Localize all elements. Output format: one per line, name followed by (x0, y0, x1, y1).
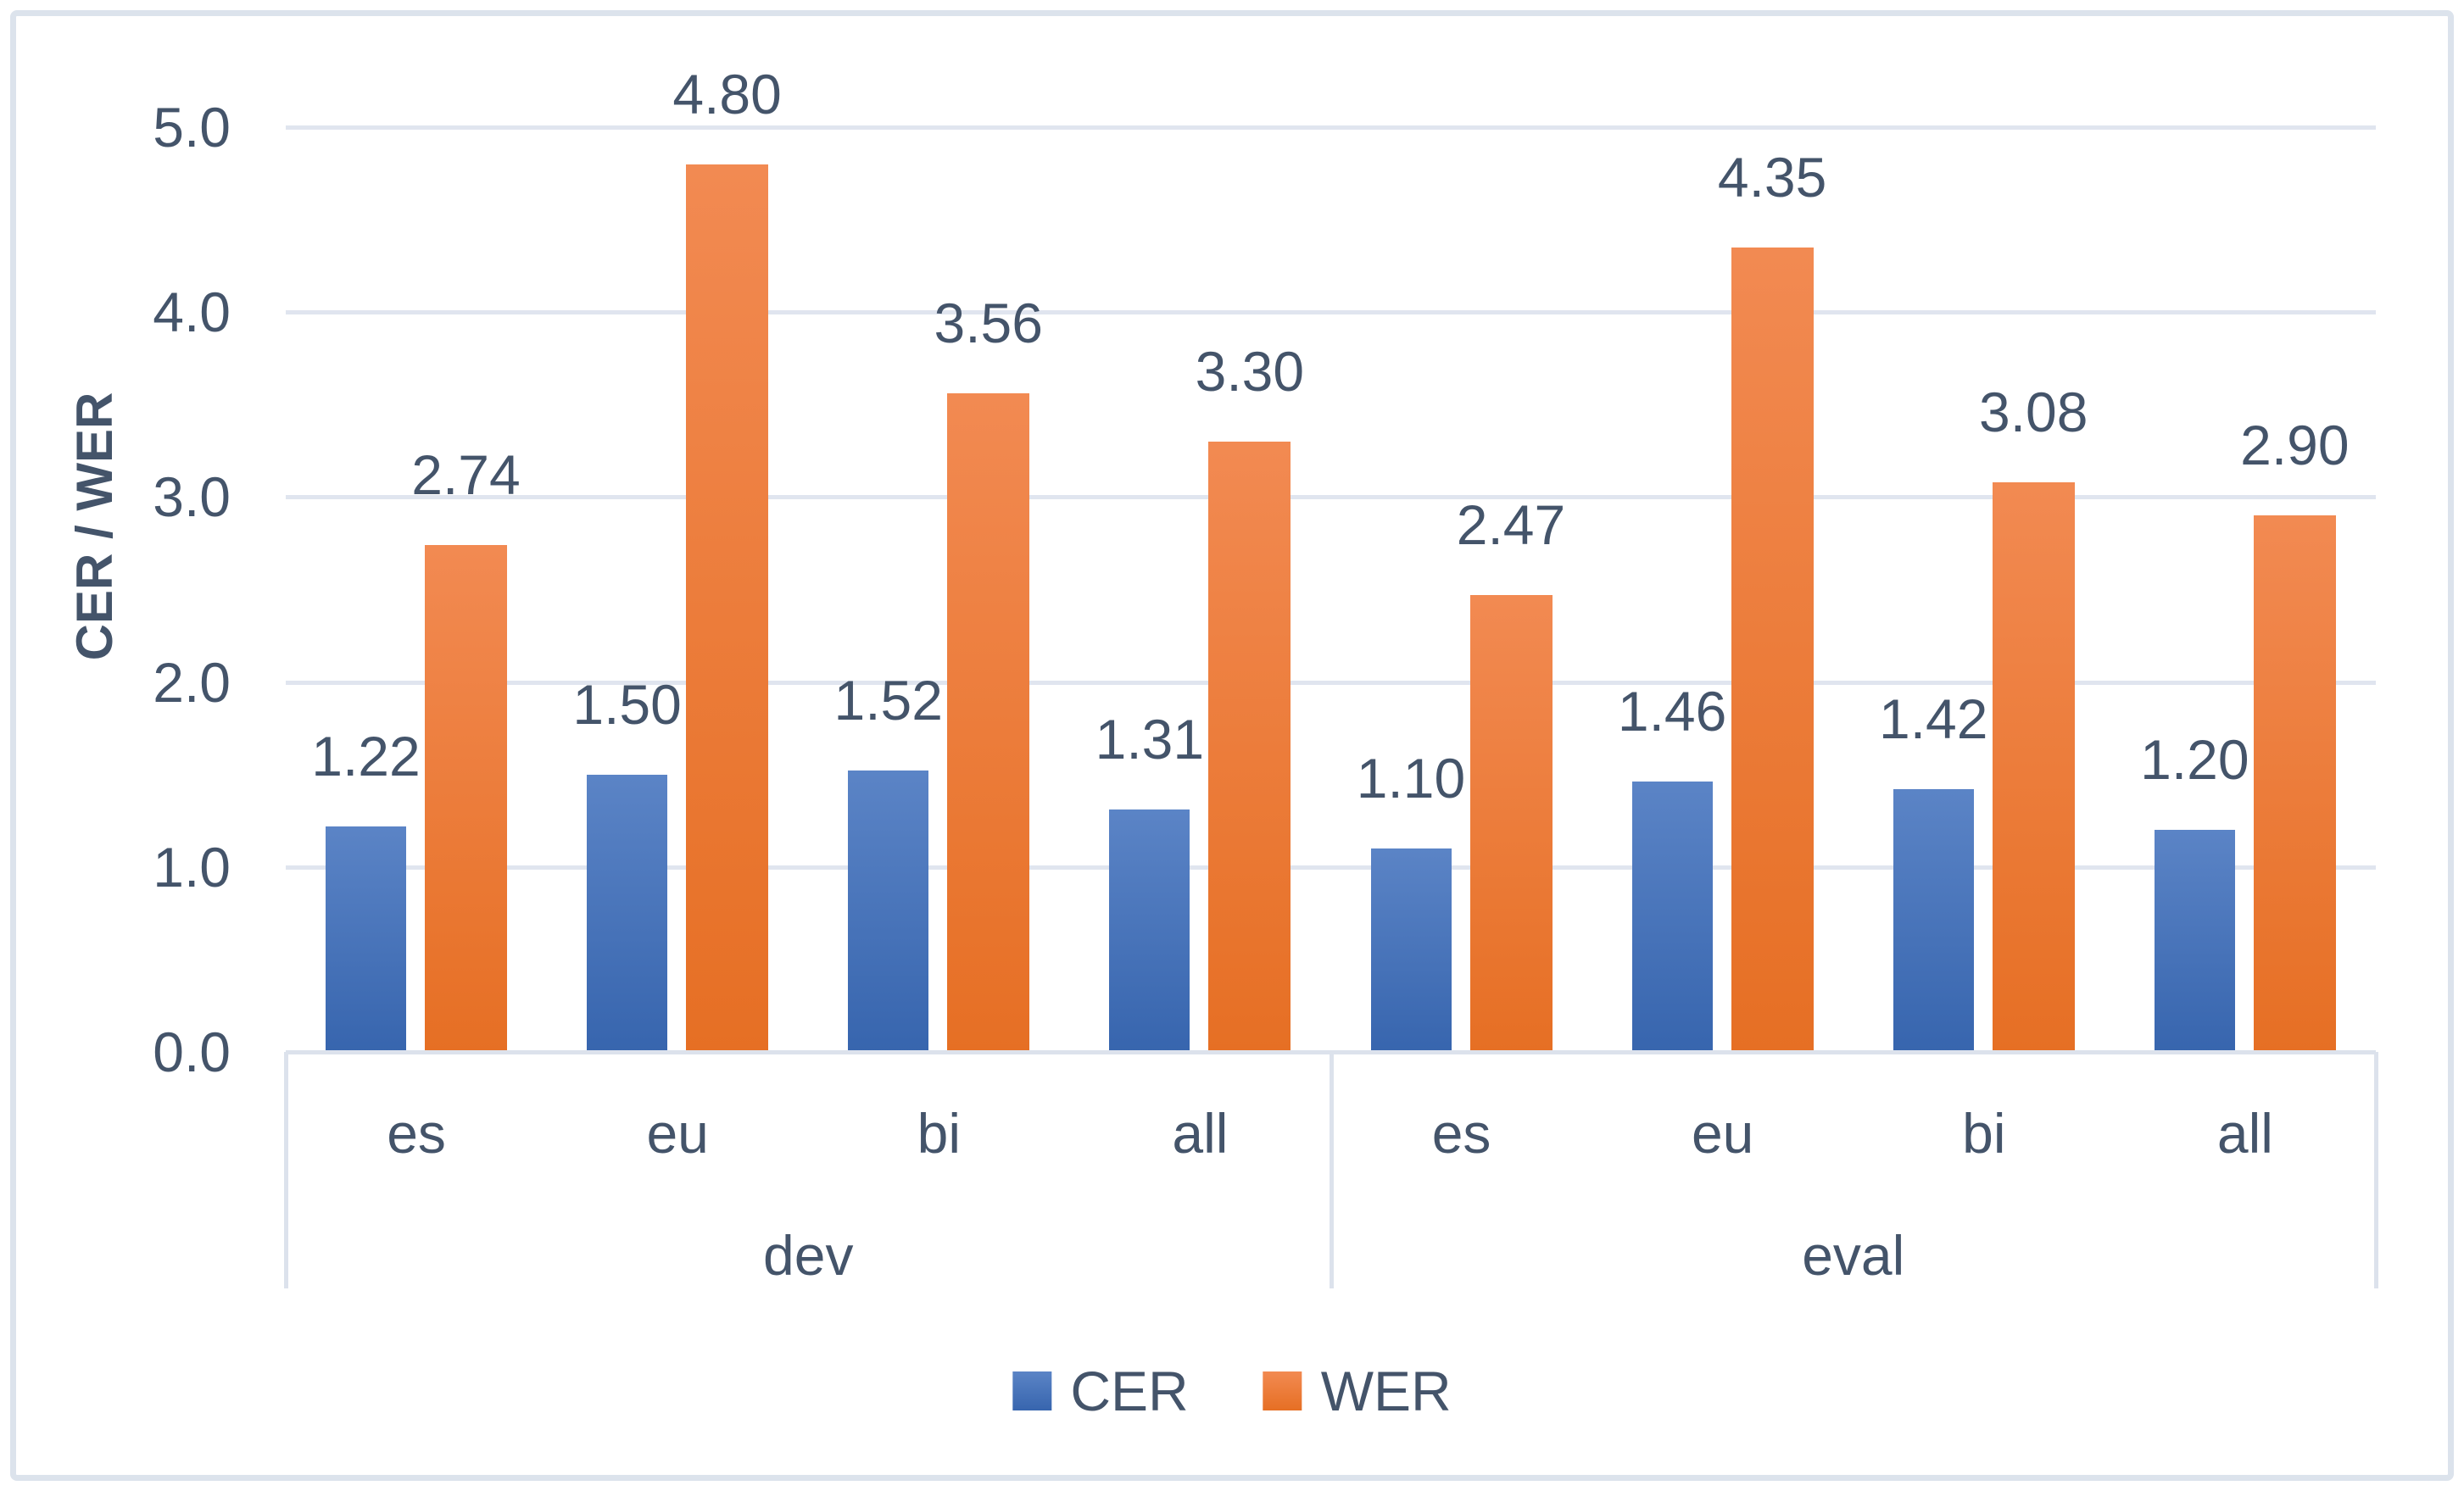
category-label: bi (1962, 1102, 2006, 1165)
bar-wer (2253, 515, 2336, 1052)
group-label: dev (763, 1224, 854, 1287)
y-tick-label: 4.0 (153, 281, 231, 344)
value-label-cer: 1.50 (572, 672, 682, 736)
y-tick-label: 2.0 (153, 650, 231, 714)
bar-cer (326, 826, 406, 1052)
value-label-cer: 1.42 (1879, 687, 1988, 751)
bar-wer (1731, 247, 1814, 1052)
gridline (286, 865, 2376, 870)
value-label-wer: 2.74 (411, 443, 521, 507)
group-divider (2374, 1052, 2378, 1288)
value-label-wer: 4.80 (672, 62, 782, 125)
y-tick-label: 0.0 (153, 1021, 231, 1083)
value-label-cer: 1.10 (1356, 746, 1466, 809)
group-divider (1329, 1052, 1334, 1288)
category-label: all (2216, 1102, 2273, 1165)
value-label-cer: 1.22 (311, 724, 421, 787)
y-tick-label: 3.0 (153, 465, 231, 529)
value-label-wer: 2.90 (2240, 414, 2350, 477)
value-label-wer: 3.30 (1195, 339, 1305, 403)
category-label: es (387, 1102, 446, 1165)
bar-wer (425, 545, 507, 1052)
category-label: es (1431, 1102, 1491, 1165)
gridline (286, 680, 2376, 685)
x-axis-line (286, 1050, 2376, 1054)
bar-cer (1109, 809, 1190, 1052)
legend-label-wer: WER (1320, 1360, 1452, 1422)
legend-item-wer: WER (1263, 1363, 1452, 1419)
value-label-cer: 1.52 (833, 669, 943, 732)
bar-wer (947, 393, 1030, 1052)
bar-wer (1208, 441, 1291, 1052)
bar-cer (1631, 782, 1713, 1052)
legend-item-cer: CER (1012, 1360, 1189, 1422)
category-label: eu (1691, 1102, 1754, 1165)
bar-cer (1893, 789, 1974, 1052)
y-tick-label: 1.0 (153, 835, 231, 898)
group-label: eval (1802, 1224, 1905, 1287)
value-label-cer: 1.31 (1095, 708, 1205, 771)
legend-swatch-cer (1012, 1371, 1052, 1410)
category-label: eu (646, 1102, 709, 1165)
legend-swatch-wer (1263, 1371, 1302, 1410)
legend: CER WER (1012, 1360, 1452, 1422)
category-label: bi (917, 1102, 961, 1165)
value-label-cer: 1.20 (2140, 728, 2249, 792)
category-label: all (1172, 1102, 1229, 1165)
gridline (286, 125, 2376, 130)
y-tick-label: 5.0 (153, 96, 231, 159)
group-divider (284, 1052, 288, 1288)
bar-cer (848, 771, 929, 1052)
gridline (286, 495, 2376, 500)
bar-wer (686, 164, 769, 1052)
value-label-wer: 2.47 (1456, 493, 1566, 557)
value-label-wer: 3.56 (934, 292, 1043, 355)
bar-wer (1469, 595, 1553, 1052)
value-label-cer: 1.46 (1617, 680, 1727, 743)
bar-cer (587, 774, 668, 1052)
legend-label-cer: CER (1070, 1360, 1189, 1422)
gridline (286, 310, 2376, 315)
bar-cer (2154, 830, 2235, 1052)
bar-cer (1370, 848, 1452, 1052)
value-label-wer: 4.35 (1717, 145, 1827, 209)
value-label-wer: 3.08 (1979, 380, 2088, 443)
bar-wer (1992, 481, 2075, 1052)
